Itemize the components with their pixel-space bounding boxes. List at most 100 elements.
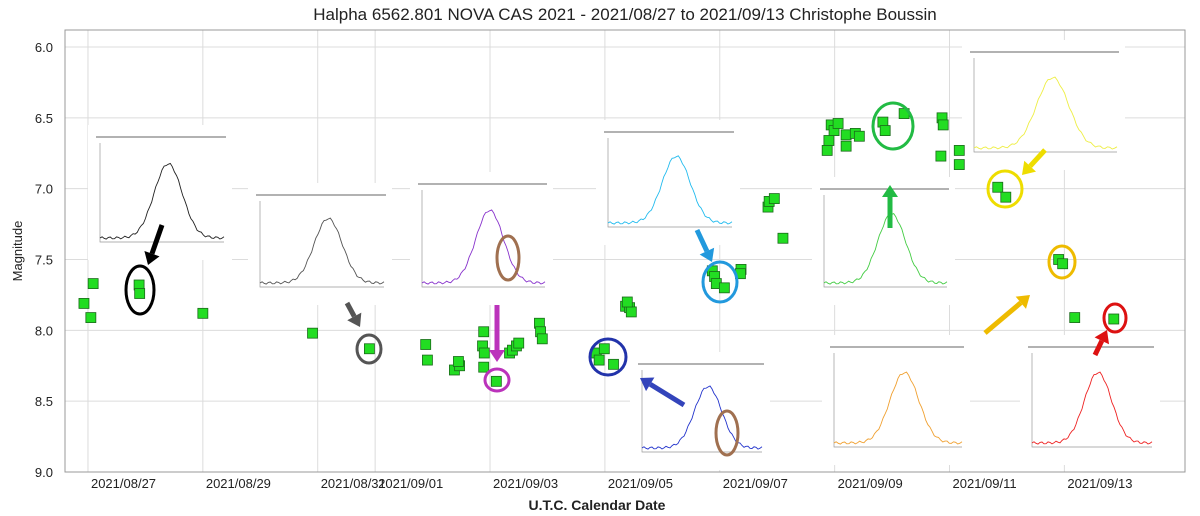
tick-labels: 6.0 6.5 7.0 7.5 8.0 8.5 9.0 2021/08/27 2021/08/2… bbox=[35, 40, 1133, 491]
data-point bbox=[992, 181, 1004, 193]
data-point bbox=[840, 129, 852, 141]
x-tick-label: 2021/09/09 bbox=[838, 476, 903, 491]
x-tick-label: 2021/09/05 bbox=[608, 476, 673, 491]
data-point bbox=[490, 375, 502, 387]
inset-axes bbox=[833, 353, 962, 448]
arrow-head bbox=[640, 377, 655, 392]
data-point bbox=[478, 361, 490, 373]
arrow-head bbox=[347, 312, 362, 327]
data-point bbox=[478, 326, 490, 338]
inset-axes bbox=[1031, 353, 1152, 448]
arrow-shaft bbox=[344, 301, 357, 318]
inset-axes bbox=[607, 138, 732, 228]
highlight-ring bbox=[871, 101, 915, 151]
inset-axes bbox=[421, 190, 545, 288]
highlight-ring bbox=[1102, 302, 1128, 334]
data-point bbox=[422, 354, 433, 366]
y-tick-label: 8.5 bbox=[35, 394, 53, 409]
data-point bbox=[879, 125, 891, 136]
y-tick-label: 7.5 bbox=[35, 253, 53, 268]
data-point bbox=[1000, 191, 1012, 203]
data-point bbox=[536, 333, 548, 345]
highlight-ring bbox=[495, 234, 521, 282]
arrow-head bbox=[489, 350, 505, 362]
plot-frame bbox=[64, 29, 1186, 473]
highlight-ring bbox=[1047, 244, 1077, 280]
x-tick-label: 2021/08/27 bbox=[91, 476, 156, 491]
data-point bbox=[953, 145, 965, 156]
chart-title: Halpha 6562.801 NOVA CAS 2021 - 2021/08/… bbox=[313, 5, 936, 24]
arrow-shaft bbox=[694, 228, 710, 253]
x-tick-label: 2021/09/01 bbox=[378, 476, 443, 491]
inset-box bbox=[1020, 335, 1160, 465]
data-point bbox=[197, 307, 209, 319]
inset-spectrum bbox=[823, 213, 948, 285]
inset-box bbox=[596, 120, 740, 245]
arrow-shaft bbox=[1092, 339, 1105, 357]
data-point bbox=[598, 343, 610, 355]
data-point bbox=[608, 358, 619, 370]
inset-box bbox=[630, 352, 770, 470]
y-tick-label: 6.0 bbox=[35, 40, 53, 55]
data-point bbox=[953, 159, 965, 170]
data-point bbox=[513, 337, 525, 349]
x-tick-label: 2021/08/29 bbox=[206, 476, 271, 491]
data-point bbox=[1069, 312, 1081, 323]
data-point bbox=[840, 140, 852, 152]
data-point bbox=[718, 282, 730, 294]
inset-spectrum bbox=[607, 155, 733, 225]
arrow-head bbox=[699, 247, 715, 262]
inset-spectrum bbox=[973, 76, 1118, 150]
inset-spectrum bbox=[833, 371, 963, 445]
inset-box bbox=[410, 172, 553, 305]
data-point bbox=[821, 145, 833, 156]
x-tick-label: 2021/08/31 bbox=[321, 476, 386, 491]
arrow-head bbox=[1094, 330, 1110, 345]
data-point bbox=[823, 135, 835, 146]
inset-spectrum bbox=[421, 209, 546, 285]
inset-axes bbox=[259, 201, 384, 288]
data-point bbox=[625, 306, 637, 318]
highlight-ring bbox=[124, 264, 156, 316]
annotations bbox=[124, 101, 1128, 457]
inset-spectrum bbox=[1031, 371, 1153, 445]
arrow-head bbox=[1015, 295, 1030, 309]
highlight-ring bbox=[986, 169, 1024, 209]
arrow-head bbox=[882, 185, 898, 197]
inset-axes bbox=[973, 58, 1117, 153]
data-point bbox=[420, 339, 432, 350]
data-point bbox=[1108, 313, 1120, 325]
data-point bbox=[478, 347, 490, 359]
data-point bbox=[87, 278, 99, 289]
inset-axes bbox=[823, 195, 947, 288]
inset-box bbox=[88, 125, 232, 260]
data-point bbox=[593, 354, 605, 366]
highlight-ring bbox=[701, 260, 739, 304]
arrow-shaft bbox=[149, 224, 165, 255]
highlight-ring bbox=[483, 367, 511, 393]
inset-spectrum bbox=[99, 162, 225, 240]
data-point bbox=[307, 327, 318, 339]
x-axis-label: U.T.C. Calendar Date bbox=[529, 497, 666, 513]
inset-spectrum bbox=[259, 217, 385, 285]
x-tick-label: 2021/09/13 bbox=[1067, 476, 1132, 491]
y-tick-label: 6.5 bbox=[35, 111, 53, 126]
inset-spectrum bbox=[641, 385, 763, 450]
data-point bbox=[777, 232, 789, 244]
arrow-head bbox=[144, 251, 160, 265]
data-point bbox=[935, 150, 947, 162]
arrow-shaft bbox=[983, 300, 1023, 335]
x-tick-label: 2021/09/03 bbox=[493, 476, 558, 491]
inset-box bbox=[822, 335, 970, 465]
data-point bbox=[832, 118, 844, 129]
x-tick-label: 2021/09/07 bbox=[723, 476, 788, 491]
y-tick-label: 8.0 bbox=[35, 323, 53, 338]
data-point bbox=[853, 130, 865, 142]
x-tick-label: 2021/09/11 bbox=[953, 476, 1017, 491]
data-point bbox=[937, 119, 949, 131]
highlight-ring bbox=[588, 337, 628, 377]
data-point bbox=[768, 193, 780, 204]
data-point bbox=[1057, 258, 1069, 270]
data-point bbox=[78, 298, 90, 309]
